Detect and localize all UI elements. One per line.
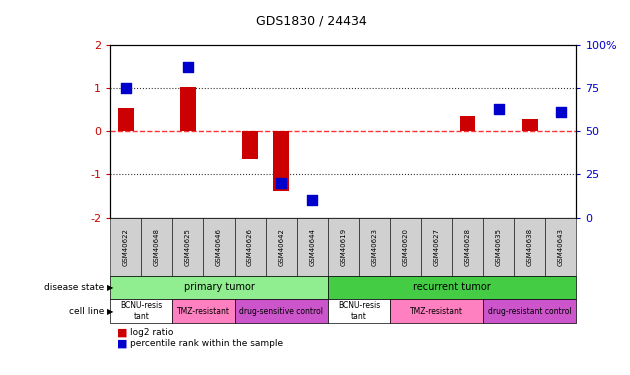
Text: GSM40644: GSM40644 — [309, 228, 315, 266]
Text: GSM40622: GSM40622 — [123, 228, 129, 266]
Point — [121, 85, 131, 91]
Point — [307, 197, 318, 203]
Bar — [180, 87, 196, 131]
Text: GSM40643: GSM40643 — [558, 228, 564, 266]
Text: ■: ■ — [117, 328, 127, 338]
Text: GSM40623: GSM40623 — [372, 228, 377, 266]
Text: GSM40628: GSM40628 — [465, 228, 471, 266]
Text: GSM40642: GSM40642 — [278, 228, 284, 266]
Text: recurrent tumor: recurrent tumor — [413, 282, 491, 292]
Bar — [243, 131, 258, 159]
Text: GSM40627: GSM40627 — [433, 228, 440, 266]
Text: cell line: cell line — [69, 307, 104, 316]
Text: GSM40626: GSM40626 — [247, 228, 253, 266]
Text: ▶: ▶ — [107, 307, 113, 316]
Bar — [118, 108, 134, 131]
Text: TMZ-resistant: TMZ-resistant — [410, 307, 463, 316]
Text: GSM40635: GSM40635 — [496, 228, 501, 266]
Point — [494, 106, 504, 112]
Text: drug-resistant control: drug-resistant control — [488, 307, 571, 316]
Text: disease state: disease state — [43, 283, 104, 292]
Bar — [273, 131, 289, 191]
Text: GSM40619: GSM40619 — [340, 228, 347, 266]
Text: GSM40638: GSM40638 — [527, 228, 533, 266]
Text: GSM40620: GSM40620 — [403, 228, 408, 266]
Text: GDS1830 / 24434: GDS1830 / 24434 — [256, 15, 367, 28]
Text: ■: ■ — [117, 339, 127, 349]
Text: log2 ratio: log2 ratio — [130, 328, 174, 337]
Text: BCNU-resis
tant: BCNU-resis tant — [338, 302, 380, 321]
Text: primary tumor: primary tumor — [183, 282, 255, 292]
Text: percentile rank within the sample: percentile rank within the sample — [130, 339, 284, 348]
Point — [276, 180, 286, 186]
Bar — [522, 119, 537, 131]
Text: BCNU-resis
tant: BCNU-resis tant — [120, 302, 163, 321]
Bar — [460, 116, 476, 131]
Text: GSM40646: GSM40646 — [216, 228, 222, 266]
Text: GSM40648: GSM40648 — [154, 228, 160, 266]
Text: ▶: ▶ — [107, 283, 113, 292]
Text: TMZ-resistant: TMZ-resistant — [177, 307, 230, 316]
Point — [183, 64, 193, 70]
Point — [556, 109, 566, 115]
Text: GSM40625: GSM40625 — [185, 228, 191, 266]
Text: drug-sensitive control: drug-sensitive control — [239, 307, 323, 316]
